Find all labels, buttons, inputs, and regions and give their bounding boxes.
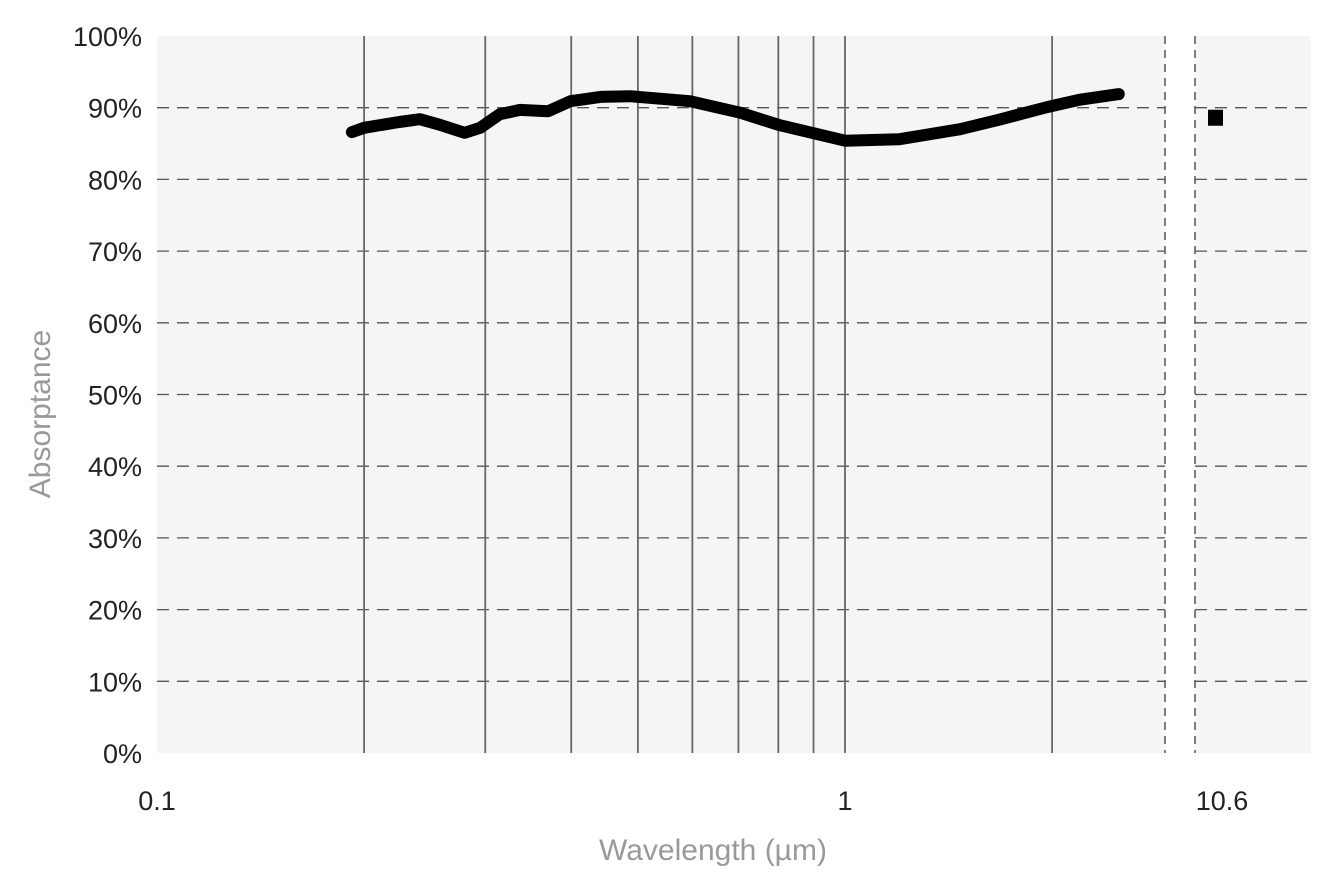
y-tick-label: 10% <box>88 667 142 697</box>
y-tick-label: 90% <box>88 94 142 124</box>
absorptance-line <box>345 88 1125 147</box>
y-tick-label: 40% <box>88 452 142 482</box>
x-tick-label: 10.6 <box>1196 786 1249 816</box>
x-axis-label: Wavelength (µm) <box>599 834 827 867</box>
y-tick-label: 30% <box>88 524 142 554</box>
y-tick-label: 70% <box>88 237 142 267</box>
y-tick-label: 80% <box>88 165 142 195</box>
y-axis-label: Absorptance <box>24 330 57 498</box>
x-tick-label: 1 <box>837 786 852 816</box>
y-tick-label: 0% <box>103 739 142 769</box>
plot-background-break <box>1195 36 1311 753</box>
y-tick-label: 100% <box>73 22 142 52</box>
y-tick-label: 50% <box>88 381 142 411</box>
y-tick-label: 20% <box>88 596 142 626</box>
data-point-10.6 <box>1208 109 1223 126</box>
y-tick-label: 60% <box>88 309 142 339</box>
x-tick-label: 0.1 <box>138 786 176 816</box>
